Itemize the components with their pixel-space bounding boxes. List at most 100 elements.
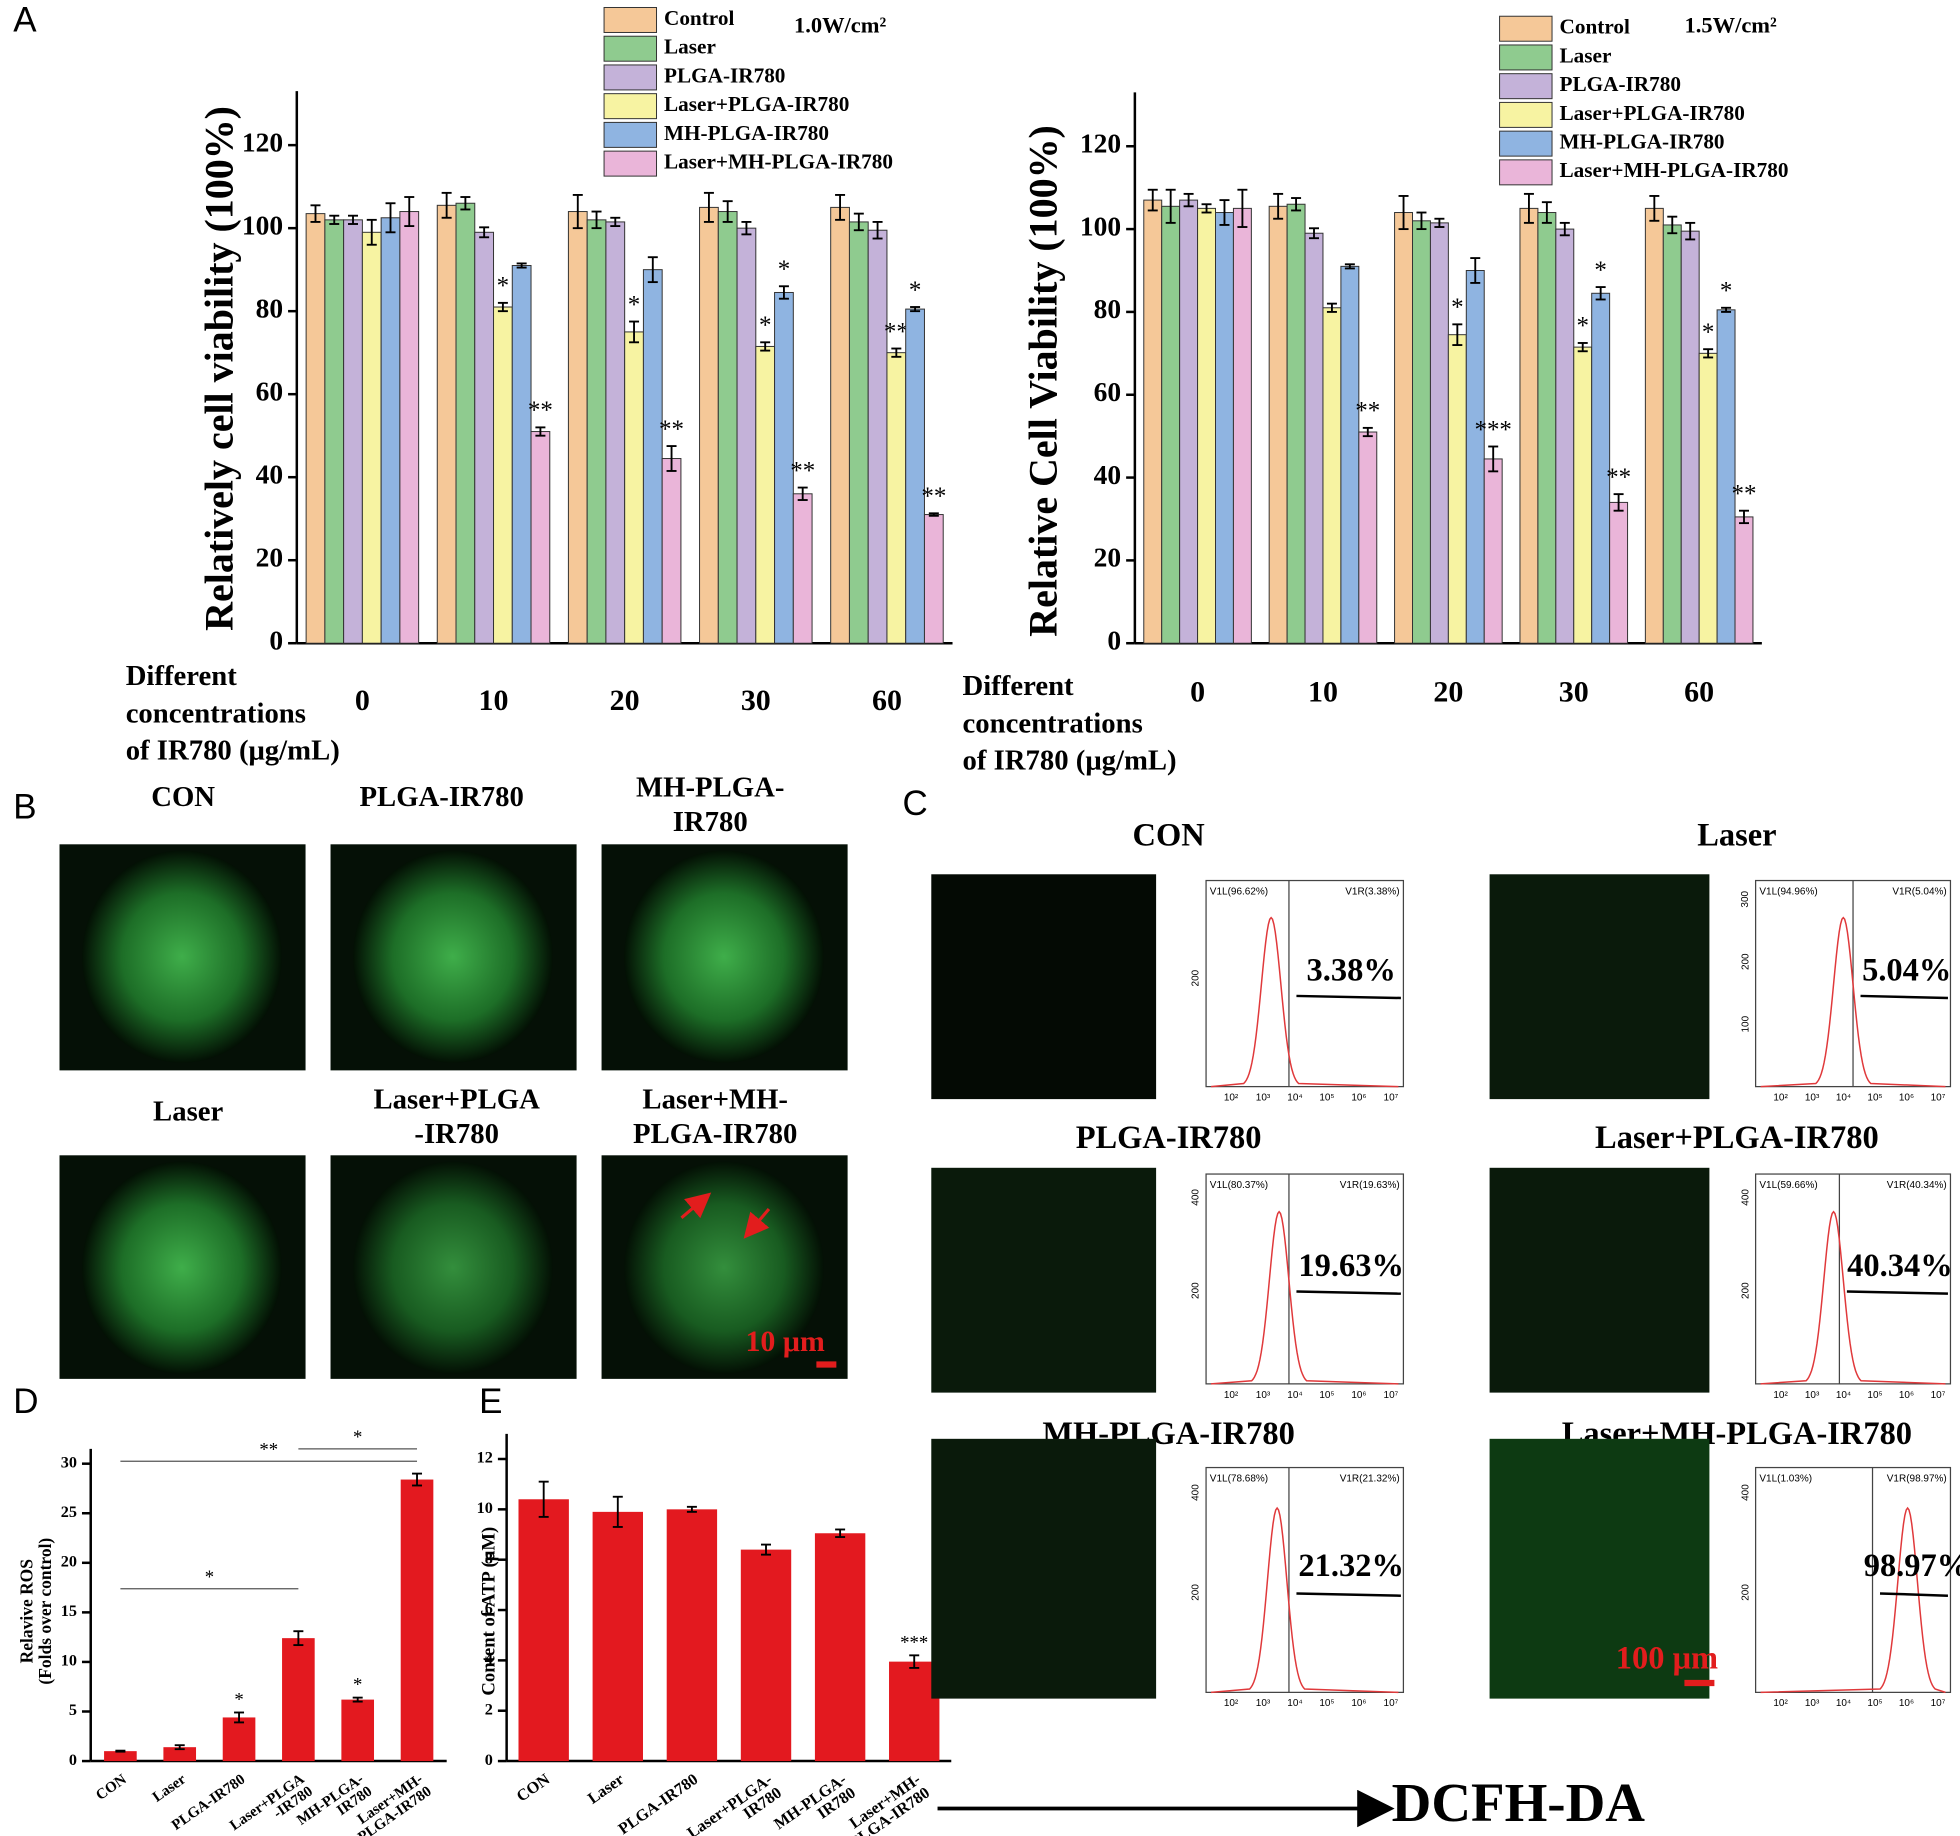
gate-right-label: V1R(19.63%) xyxy=(1340,1180,1400,1191)
x-tick-label: 20 xyxy=(610,684,640,717)
bar xyxy=(1465,270,1485,644)
histogram-curve xyxy=(1760,1210,1946,1385)
bar xyxy=(592,1511,643,1762)
histogram-frame xyxy=(1205,1466,1405,1693)
bar xyxy=(1412,220,1431,644)
histogram-x-tick: 10² xyxy=(1224,1390,1239,1401)
percent-label: 98.97% xyxy=(1864,1548,1960,1584)
histogram-frame xyxy=(1754,1466,1952,1693)
error-bar xyxy=(516,262,527,269)
bar xyxy=(400,1479,434,1762)
error-bar xyxy=(329,214,340,225)
panel-letter: A xyxy=(13,1,37,40)
significance: ** xyxy=(790,457,815,484)
panel-letter: C xyxy=(903,784,928,823)
legend-label: Laser+PLGA-IR780 xyxy=(664,92,849,116)
x-tick-label: 30 xyxy=(1559,675,1589,708)
y-tick-label: 20 xyxy=(1094,543,1121,573)
fluorescence-image xyxy=(1489,1167,1710,1393)
histogram-x-tick: 10⁵ xyxy=(1867,1092,1882,1103)
bar xyxy=(740,1549,792,1762)
bar xyxy=(567,211,588,644)
error-bar xyxy=(910,306,921,313)
bar xyxy=(1429,222,1449,644)
bar xyxy=(1573,346,1593,644)
y-axis-label: Relatively cell viability (100%) xyxy=(196,106,241,631)
gate-right-label: V1R(3.38%) xyxy=(1345,886,1399,897)
bar xyxy=(886,352,907,644)
significance: * xyxy=(1702,319,1714,346)
legend-label: Laser+MH-PLGA-IR780 xyxy=(1560,158,1789,182)
legend-swatch xyxy=(1499,130,1553,157)
y-tick-label: 60 xyxy=(256,376,283,406)
histogram-x-tick: 10⁴ xyxy=(1836,1092,1851,1103)
gate-left-label: V1L(80.37%) xyxy=(1210,1180,1268,1191)
legend-item: Laser+MH-PLGA-IR780 xyxy=(1499,158,1789,186)
bar xyxy=(1215,212,1234,644)
cell-cluster xyxy=(624,850,824,1063)
x-axis-label: concentrations xyxy=(963,707,1143,739)
y-axis-label: Relavive ROS xyxy=(16,1559,36,1663)
image-label: Laser+MH-PLGA-IR780 xyxy=(633,1083,797,1149)
error-bar xyxy=(1488,445,1499,473)
error-bar xyxy=(666,445,677,472)
error-bar xyxy=(1523,192,1534,224)
y-tick-label: 12 xyxy=(477,1449,493,1467)
bar xyxy=(1286,203,1306,644)
error-bar xyxy=(497,301,508,313)
y-tick-label: 4 xyxy=(485,1650,493,1668)
y-tick-label: 60 xyxy=(1094,377,1121,407)
y-tick-label: 2 xyxy=(485,1700,493,1718)
bar xyxy=(1179,199,1199,644)
panel-title: PLGA-IR780 xyxy=(1076,1120,1262,1156)
histogram-x-tick: 10⁴ xyxy=(1287,1698,1302,1709)
histogram-x-tick: 10⁷ xyxy=(1931,1698,1946,1709)
error-bar xyxy=(1309,227,1319,240)
bar xyxy=(624,331,644,644)
legend-swatch xyxy=(603,121,658,148)
percent-label: 21.32% xyxy=(1298,1548,1404,1584)
legend-item: Laser xyxy=(1499,43,1611,71)
legend-label: MH-PLGA-IR780 xyxy=(664,121,829,145)
scale-bar xyxy=(816,1361,837,1368)
image-label: MH-PLGA-IR780 xyxy=(636,771,784,837)
bar xyxy=(1304,232,1324,644)
x-tick-label: 60 xyxy=(872,684,902,717)
image-label: CON xyxy=(151,781,215,813)
histogram-curve xyxy=(1760,916,1946,1088)
legend-swatch xyxy=(1499,44,1553,71)
significance: *** xyxy=(1474,416,1511,443)
y-tick-label: 8 xyxy=(485,1549,493,1567)
y-tick-label: 10 xyxy=(61,1652,77,1670)
legend-swatch xyxy=(603,150,658,177)
x-tick-label: 0 xyxy=(1190,675,1205,708)
gate-left-label: V1L(1.03%) xyxy=(1759,1473,1812,1484)
y-tick-label: 0 xyxy=(485,1751,493,1769)
bar xyxy=(1161,205,1181,644)
bar xyxy=(586,219,607,644)
bar xyxy=(867,229,888,644)
percent-line xyxy=(1296,994,1401,1000)
significance: * xyxy=(353,1675,362,1696)
legend-label: PLGA-IR780 xyxy=(1560,72,1681,96)
error-bar xyxy=(310,204,321,223)
percent-line xyxy=(1860,994,1948,1000)
bar xyxy=(1662,224,1682,644)
histogram-y-tick: 200 xyxy=(1740,1282,1751,1299)
bar xyxy=(343,219,363,644)
error-bar xyxy=(835,194,846,221)
histogram-x-tick: 10⁶ xyxy=(1351,1698,1366,1709)
bar xyxy=(755,345,776,644)
x-axis-label: of IR780 (μg/mL) xyxy=(126,735,340,767)
bar xyxy=(399,211,420,644)
bar xyxy=(1680,230,1700,644)
histogram-x-tick: 10⁵ xyxy=(1867,1698,1882,1709)
annotation: 1.5W/cm² xyxy=(1685,13,1777,38)
percent-line xyxy=(1879,1592,1949,1597)
y-tick-label: 120 xyxy=(242,127,283,157)
bar xyxy=(1268,205,1288,644)
legend-swatch xyxy=(1499,15,1553,42)
histogram-x-tick: 10⁵ xyxy=(1319,1092,1334,1103)
histogram-x-tick: 10³ xyxy=(1805,1698,1820,1709)
